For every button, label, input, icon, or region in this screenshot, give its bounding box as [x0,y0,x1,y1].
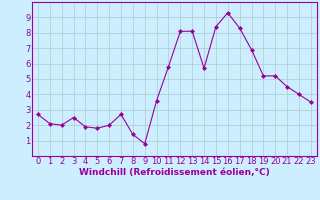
X-axis label: Windchill (Refroidissement éolien,°C): Windchill (Refroidissement éolien,°C) [79,168,270,177]
